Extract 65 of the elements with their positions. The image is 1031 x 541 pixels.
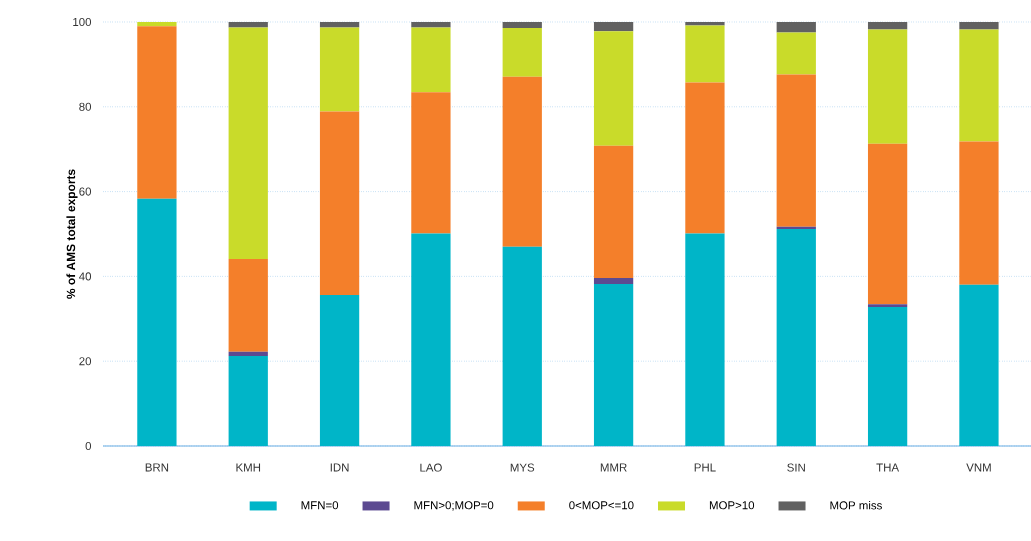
bar <box>776 228 816 446</box>
bar <box>319 27 360 112</box>
x-tick-label: VNM <box>966 463 991 472</box>
bar <box>502 21 542 28</box>
bar <box>228 351 268 357</box>
bar <box>593 284 634 446</box>
bar <box>685 82 725 234</box>
y-tick-label: 40 <box>79 272 92 281</box>
bar <box>137 21 177 27</box>
bar <box>228 259 268 352</box>
legend-label: MFN>0;MOP=0 <box>414 501 494 511</box>
bar <box>137 26 177 199</box>
x-tick-label: KMH <box>236 463 261 472</box>
bar <box>593 21 634 32</box>
y-tick-label: 100 <box>73 17 92 27</box>
bar <box>867 306 908 446</box>
bar <box>411 27 451 93</box>
bar <box>228 356 268 446</box>
x-tick-label: LAO <box>420 463 442 472</box>
x-tick-label: BRN <box>145 463 169 472</box>
bar <box>411 21 451 28</box>
bar <box>685 233 725 446</box>
bar <box>867 304 908 307</box>
bar <box>776 32 816 75</box>
bar <box>228 27 268 259</box>
y-tick-label: 60 <box>79 187 92 196</box>
bar <box>867 29 908 144</box>
bar <box>319 21 360 28</box>
bar <box>319 295 360 446</box>
x-tick-label: MYS <box>510 463 535 472</box>
bar <box>593 145 634 279</box>
bar <box>593 278 634 285</box>
bar <box>137 198 177 446</box>
bar <box>959 284 999 446</box>
legend-label: MOP>10 <box>709 501 755 510</box>
x-tick-label: THA <box>876 463 900 472</box>
bar <box>685 21 725 26</box>
legend-label: MFN=0 <box>301 501 339 510</box>
x-tick-label: SIN <box>787 463 805 472</box>
bar <box>502 76 542 247</box>
bar <box>319 111 360 296</box>
legend-label: MOP miss <box>830 501 882 510</box>
bar <box>867 21 908 30</box>
x-tick-label: PHL <box>694 463 716 472</box>
bar <box>685 25 725 83</box>
bar <box>776 226 816 229</box>
bar <box>959 29 999 142</box>
bar <box>959 141 999 285</box>
bar <box>411 92 451 234</box>
bar <box>502 27 542 77</box>
y-axis-title: % of AMS total exports <box>66 169 78 299</box>
y-tick-label: 80 <box>79 102 92 111</box>
bar <box>502 246 542 446</box>
y-tick-label: 0 <box>85 441 92 451</box>
x-tick-label: IDN <box>330 463 349 472</box>
bar <box>593 31 634 146</box>
bar <box>959 21 999 30</box>
bar <box>228 21 268 28</box>
y-tick-label: 20 <box>79 357 92 366</box>
bar <box>776 21 816 33</box>
bar <box>776 74 816 227</box>
x-tick-label: MMR <box>600 463 627 472</box>
legend-label: 0<MOP<=10 <box>569 501 634 510</box>
bar <box>411 233 451 446</box>
bar <box>867 143 908 305</box>
